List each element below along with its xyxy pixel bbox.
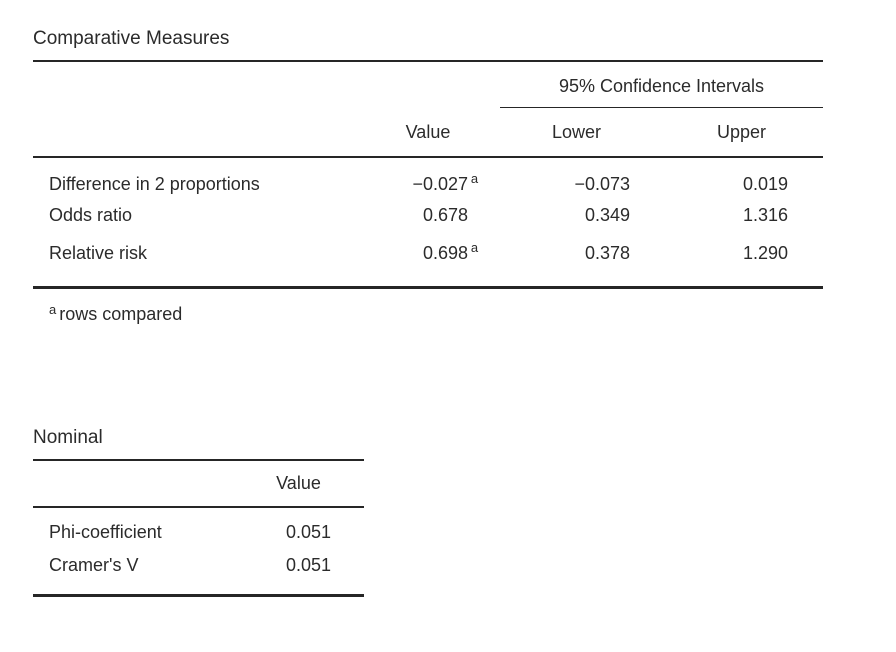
comparative-measures-table: Comparative Measures 95% Confidence Inte… [33, 28, 823, 327]
footnote-marker: a [49, 302, 57, 317]
row-label: Relative risk [49, 242, 148, 263]
footnote-marker: a [470, 239, 479, 255]
column-header-lower: Lower [551, 121, 602, 142]
column-header-row: Value Lower Upper [33, 108, 823, 156]
table-title: Nominal [33, 427, 103, 448]
value-number: 0.051 [285, 521, 331, 542]
lower-cell: 0.378 [493, 243, 660, 264]
upper-cell: 1.316 [660, 205, 823, 226]
upper-cell: 0.019 [660, 174, 823, 195]
upper-number: 1.316 [742, 204, 788, 225]
upper-number: 0.019 [742, 173, 788, 194]
footnote-text: rows compared [59, 304, 183, 324]
table-row: Phi-coefficient 0.051 [33, 508, 364, 546]
upper-number: 1.290 [742, 242, 788, 263]
upper-cell: 1.290 [660, 243, 823, 264]
table-title: Comparative Measures [33, 28, 230, 49]
lower-number: 0.349 [584, 204, 630, 225]
nominal-table: Nominal Value Phi-coefficient 0.051 Cram… [33, 427, 364, 597]
table-row: Odds ratio 0.678 0.349 1.316 [33, 196, 823, 234]
value-cell: 0.051 [233, 522, 364, 543]
table-row: Relative risk 0.698 a 0.378 1.290 [33, 234, 823, 272]
lower-cell: −0.073 [493, 174, 660, 195]
value-cell: 0.051 [233, 555, 364, 576]
footnote: a rows compared [33, 289, 823, 327]
column-header-upper: Upper [716, 121, 767, 142]
row-label: Cramer's V [49, 554, 139, 575]
table-row: Cramer's V 0.051 [33, 546, 364, 584]
lower-number: −0.073 [574, 173, 630, 194]
value-cell: −0.027 a [363, 170, 493, 195]
value-cell: 0.698 a [363, 239, 493, 264]
column-header-row: Value [33, 461, 364, 506]
column-header-value: Value [276, 473, 321, 493]
value-number: 0.678 [422, 204, 468, 225]
row-label: Difference in 2 proportions [49, 173, 260, 194]
table-body: Phi-coefficient 0.051 Cramer's V 0.051 [33, 508, 364, 594]
header-separator-rule [33, 156, 823, 158]
table-top-rule [33, 459, 364, 461]
ci-spanner-header: 95% Confidence Intervals [500, 62, 823, 108]
ci-spanner-spacer [33, 62, 493, 108]
table-top-rule [33, 60, 823, 62]
table-bottom-rule [33, 286, 823, 289]
table-bottom-rule [33, 594, 364, 597]
value-cell: 0.678 [363, 205, 493, 226]
value-number: 0.698 [422, 242, 468, 263]
row-label: Phi-coefficient [49, 521, 162, 542]
row-label: Odds ratio [49, 204, 133, 225]
table-row: Difference in 2 proportions −0.027 a −0.0… [33, 158, 823, 196]
value-number: −0.027 [412, 173, 468, 194]
column-header-value: Value [405, 121, 451, 142]
header-separator-rule [33, 506, 364, 508]
table-body: Difference in 2 proportions −0.027 a −0.0… [33, 158, 823, 286]
lower-cell: 0.349 [493, 205, 660, 226]
lower-number: 0.378 [584, 242, 630, 263]
ci-spanner-row: 95% Confidence Intervals [33, 62, 823, 108]
footnote-marker: a [470, 170, 479, 186]
value-number: 0.051 [285, 554, 331, 575]
